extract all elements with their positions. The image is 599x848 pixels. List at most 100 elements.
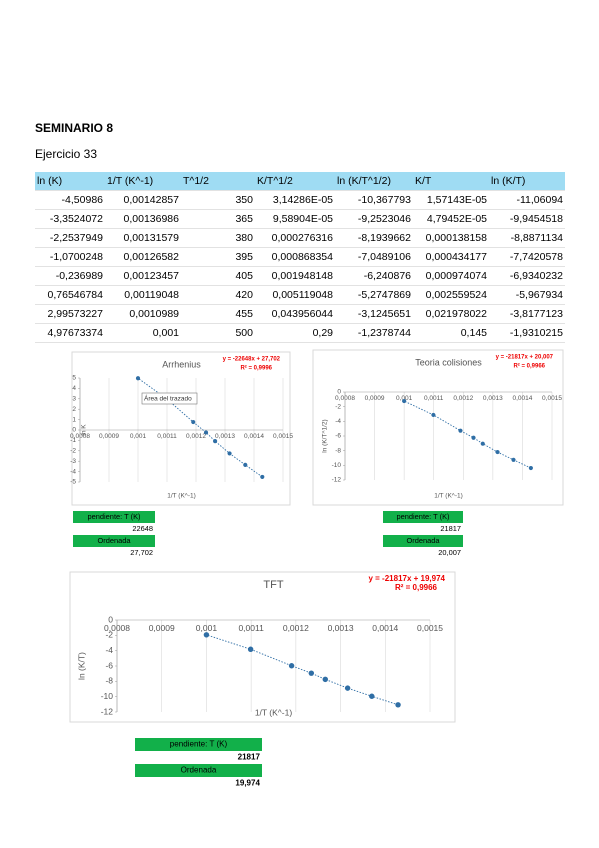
x-tick-label: 0,0014 bbox=[372, 623, 398, 633]
table-cell: -1,0700248 bbox=[35, 247, 105, 267]
table-cell: 0,00131579 bbox=[105, 228, 181, 248]
data-point bbox=[511, 457, 516, 462]
chart-title: Arrhenius bbox=[162, 359, 201, 369]
x-tick-label: 0,0012 bbox=[186, 433, 206, 440]
table-cell: 3,14286E-05 bbox=[255, 190, 335, 210]
table-cell: 0,002559524 bbox=[413, 285, 489, 305]
column-header: 1/T (K^-1) bbox=[105, 172, 181, 191]
table-cell: -5,2747869 bbox=[335, 285, 413, 305]
chart-frame bbox=[69, 571, 456, 723]
intercept-value: 20,007 bbox=[438, 548, 461, 557]
y-tick-label: -12 bbox=[101, 706, 114, 716]
y-tick-label: -2 bbox=[70, 448, 76, 455]
table-cell: 0,000868354 bbox=[255, 247, 335, 267]
table-cell: -9,9454518 bbox=[489, 209, 565, 229]
slope-label: pendiente: T (K) bbox=[396, 512, 450, 521]
table-cell: 0,29 bbox=[255, 323, 335, 343]
table-cell: 0,021978022 bbox=[413, 304, 489, 324]
table-cell: -3,8177123 bbox=[489, 304, 565, 324]
table-row: -3,3524072 0,00136986 365 9,58904E-05 -9,252… bbox=[35, 209, 565, 229]
column-header: K/T^1/2 bbox=[255, 172, 335, 191]
summary-label-bg bbox=[383, 511, 463, 523]
table-cell: 0,00119048 bbox=[105, 285, 181, 305]
y-tick-label: -4 bbox=[105, 645, 113, 655]
table-cell: 365 bbox=[181, 209, 255, 229]
data-point bbox=[227, 451, 232, 456]
table-cell: 380 bbox=[181, 228, 255, 248]
x-tick-label: 0,0009 bbox=[99, 433, 119, 440]
table-cell: -3,3524072 bbox=[35, 209, 105, 229]
x-tick-label: 0,001 bbox=[196, 623, 218, 633]
data-point bbox=[191, 419, 196, 425]
table-cell: 395 bbox=[181, 247, 255, 267]
column-header: T^1/2 bbox=[181, 172, 255, 191]
table-cell: 4,97673374 bbox=[35, 323, 105, 343]
data-point bbox=[471, 435, 476, 440]
table-cell: 0,00142857 bbox=[105, 190, 181, 210]
y-tick-label: 3 bbox=[72, 396, 76, 403]
y-tick-label: -8 bbox=[105, 676, 113, 686]
table-cell: 0,00126582 bbox=[105, 247, 181, 267]
y-tick-label: 0 bbox=[108, 614, 113, 624]
x-tick-label: 0,0015 bbox=[417, 623, 443, 633]
y-tick-label: -2 bbox=[105, 630, 113, 640]
data-point bbox=[213, 439, 218, 444]
column-header: ln (K/T^1/2) bbox=[335, 172, 413, 191]
y-tick-label: 1 bbox=[72, 416, 76, 423]
chart-frame bbox=[71, 351, 291, 506]
x-tick-label: 0,0011 bbox=[157, 433, 177, 440]
chart-frame bbox=[312, 349, 564, 506]
x-tick-label: 0,0015 bbox=[542, 395, 562, 402]
table-cell: 0,005119048 bbox=[255, 285, 335, 305]
table-cell: -1,2378744 bbox=[335, 323, 413, 343]
table-cell: 0,001 bbox=[105, 323, 181, 343]
y-tick-label: -8 bbox=[335, 447, 341, 454]
table-row: -0,236989 0,00123457 405 0,001948148 -6,2408… bbox=[35, 266, 565, 286]
x-tick-label: 0,0011 bbox=[424, 395, 444, 402]
y-tick-label: 2 bbox=[72, 406, 76, 413]
trend-equation: y = -21817x + 20,007 bbox=[496, 355, 554, 361]
y-tick-label: 4 bbox=[72, 385, 76, 392]
table-cell: -4,50986 bbox=[35, 190, 105, 210]
table-cell: 0,145 bbox=[413, 323, 489, 343]
table-cell: 0,000276316 bbox=[255, 228, 335, 248]
slope-value: 22648 bbox=[132, 524, 153, 533]
tooltip-box bbox=[141, 392, 198, 405]
table-row: -1,0700248 0,00126582 395 0,000868354 -7,048… bbox=[35, 247, 565, 267]
trend-line bbox=[206, 634, 399, 706]
table-cell: 0,76546784 bbox=[35, 285, 105, 305]
trend-equation: y = -22648x + 27,702 bbox=[223, 357, 281, 363]
table-cell: 455 bbox=[181, 304, 255, 324]
table-cell: -6,9340232 bbox=[489, 266, 565, 286]
summary-label-bg bbox=[135, 738, 262, 751]
table-cell: -8,1939662 bbox=[335, 228, 413, 248]
y-tick-label: -10 bbox=[101, 691, 114, 701]
table-cell: 500 bbox=[181, 323, 255, 343]
chart-title: Teoria colisiones bbox=[415, 357, 482, 367]
trend-equation: y = -21817x + 19,974 bbox=[368, 574, 445, 583]
slope-label: pendiente: T (K) bbox=[87, 512, 141, 521]
table-row: 2,99573227 0,0010989 455 0,043956044 -3,1245… bbox=[35, 304, 565, 324]
table-cell: 420 bbox=[181, 285, 255, 305]
table-row: -2,2537949 0,00131579 380 0,000276316 -8,193… bbox=[35, 228, 565, 248]
data-point bbox=[458, 428, 463, 433]
y-tick-label: -5 bbox=[70, 479, 76, 486]
data-point bbox=[495, 450, 500, 455]
summary-label-bg bbox=[383, 535, 463, 547]
data-point bbox=[431, 412, 436, 417]
x-tick-label: 0,0014 bbox=[244, 433, 264, 440]
chart-title: TFT bbox=[263, 579, 283, 591]
data-point bbox=[135, 376, 141, 381]
x-tick-label: 0,001 bbox=[130, 433, 147, 440]
table-cell: -9,2523046 bbox=[335, 209, 413, 229]
y-tick-label: -6 bbox=[105, 660, 113, 670]
x-tick-label: 0,0014 bbox=[512, 395, 532, 402]
r-squared: R² = 0,9996 bbox=[240, 365, 272, 372]
doc-title: SEMINARIO 8 bbox=[35, 121, 114, 135]
data-point bbox=[247, 646, 254, 652]
table-row: 4,97673374 0,001 500 0,29 -1,2378744 0,145 -1,… bbox=[35, 323, 565, 343]
data-table: ln (K) 1/T (K^-1) T^1/2 K/T^1/2 ln (K/T^1/2)… bbox=[35, 172, 565, 343]
slope-value: 21817 bbox=[440, 524, 461, 533]
intercept-label: Ordenada bbox=[97, 536, 131, 545]
